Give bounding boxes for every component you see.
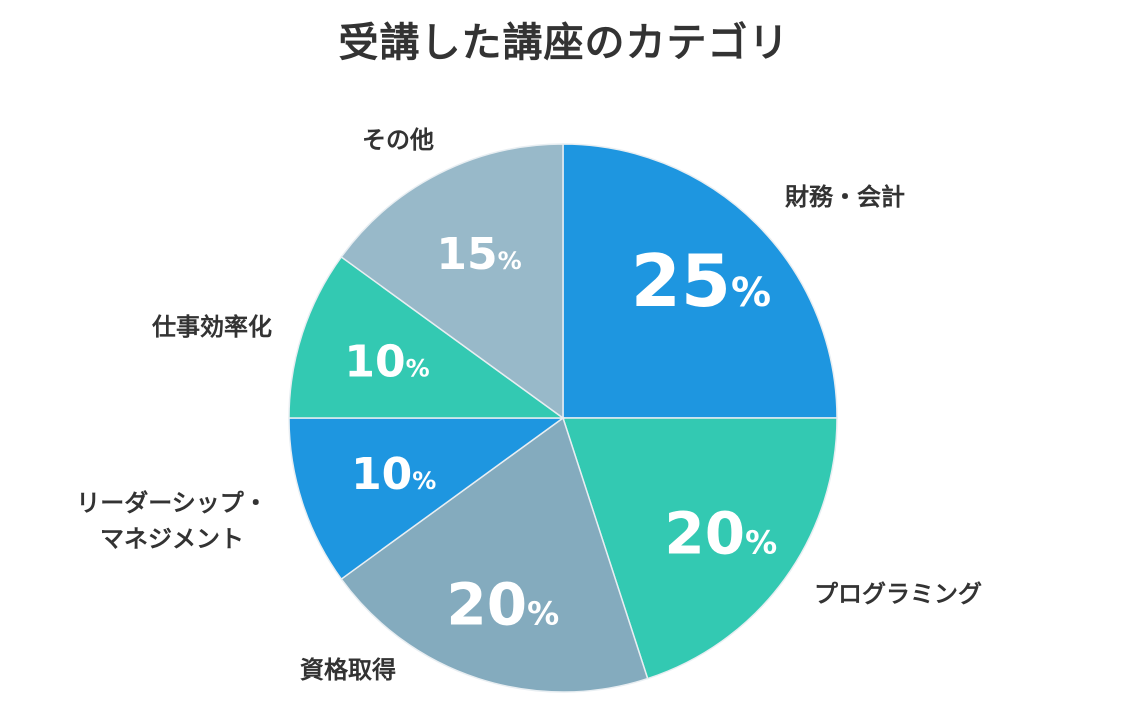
category-label: プログラミング — [814, 580, 982, 608]
slice-percent-label: 20% — [446, 570, 559, 638]
pie-slice — [288, 417, 566, 581]
slice-percent-label: 10% — [344, 337, 429, 388]
pie-slice — [561, 417, 838, 680]
category-label: リーダーシップ・マネジメント — [76, 489, 268, 553]
pie-slice — [562, 143, 838, 419]
pie-slice — [340, 416, 649, 693]
category-label: 仕事効率化 — [151, 313, 272, 341]
slice-percent-label: 10% — [351, 449, 436, 500]
pie-slice — [288, 255, 566, 419]
slice-percent-label: 20% — [664, 499, 777, 567]
category-label: その他 — [362, 126, 434, 154]
slice-percent-label: 25% — [631, 239, 771, 323]
category-label: 資格取得 — [300, 656, 396, 684]
category-label: 財務・会計 — [785, 183, 905, 211]
pie-slice — [340, 143, 564, 420]
chart-title: 受講した講座のカテゴリ — [338, 20, 790, 66]
slice-percent-label: 15% — [436, 229, 521, 280]
